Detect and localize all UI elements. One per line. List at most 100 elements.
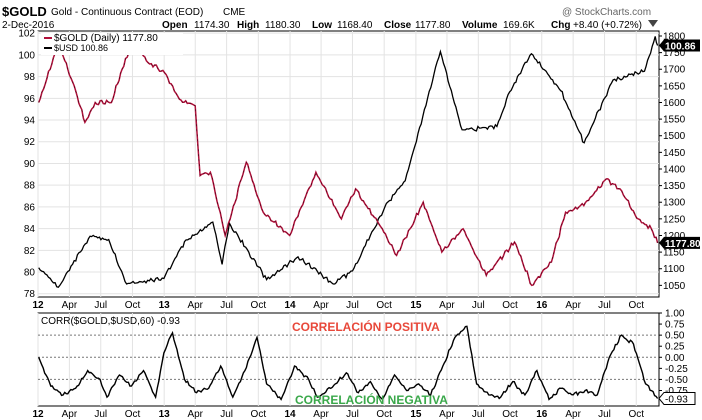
correlation-axis-tick-label: 0.50 — [665, 331, 685, 342]
correlation-axis: 1.000.750.500.250.00-0.25-0.50-0.75 — [659, 309, 688, 397]
high-value: 1180.30 — [265, 20, 301, 31]
correlation-series — [38, 325, 659, 401]
time-axis-tick-label: Jul — [598, 300, 611, 311]
time-axis-tick-label: 15 — [410, 300, 422, 311]
legend-background — [41, 33, 183, 55]
time-axis-tick-label: Apr — [62, 300, 78, 311]
usd-axis-tick-label: 88 — [24, 181, 36, 192]
correlation-last-value-marker — [658, 391, 696, 405]
usd-axis-tick-label: 94 — [24, 116, 36, 127]
time-axis-tick-label: Oct — [125, 409, 141, 420]
usd-axis-tick-label: 98 — [24, 72, 36, 83]
time-axis-tick-label: Oct — [376, 300, 392, 311]
stockcharts-watermark: @ StockCharts.com — [562, 7, 651, 18]
time-axis-tick-label: Jul — [220, 409, 233, 420]
usd-axis: 78 80 82 84 86 88 90 92 94 96 98 100 102 — [18, 29, 35, 301]
correlation-legend: CORR($GOLD,$USD,60) -0.93 — [41, 316, 180, 327]
gold-axis-tick-label: 1300 — [663, 198, 686, 209]
correlation-series-line — [38, 325, 659, 401]
correlation-last-value: -0.93 — [665, 394, 688, 405]
time-axis-tick-label: Apr — [62, 409, 78, 420]
time-axis-tick-label: Apr — [565, 300, 581, 311]
volume-value: 169.6K — [503, 20, 535, 31]
time-axis-tick-label: Oct — [628, 300, 644, 311]
price-time-axis: 12 Apr Jul Oct 13 Apr Jul Oct 14 Apr Jul Oct 15 Apr Ju… — [32, 300, 644, 311]
gold-last-value: 1177.80 — [665, 239, 701, 250]
time-axis-tick-label: 14 — [284, 409, 296, 420]
time-axis-tick-label: Oct — [125, 300, 141, 311]
time-axis-tick-label: Oct — [628, 409, 644, 420]
quote-date: 2-Dec-2016 — [2, 20, 55, 31]
time-axis-tick-label: Jul — [346, 409, 359, 420]
gold-axis-tick-label: 1150 — [663, 248, 685, 259]
time-axis-tick-label: 13 — [159, 409, 171, 420]
positive-correlation-annotation: CORRELACIÓN POSITIVA — [292, 319, 440, 334]
close-label: Close — [384, 20, 412, 31]
correlation-time-axis: 12 Apr Jul Oct 13 Apr Jul Oct 14 Apr Jul Oct 15 Apr Ju… — [32, 409, 644, 420]
exchange-label: CME — [223, 7, 246, 18]
close-value: 1177.80 — [415, 20, 451, 31]
usd-axis-tick-label: 92 — [24, 137, 36, 148]
usd-axis-tick-label: 78 — [24, 289, 36, 300]
time-axis-tick-label: 13 — [159, 300, 171, 311]
correlation-axis-tick-label: 0.75 — [665, 320, 685, 331]
usd-axis-tick-label: 82 — [24, 246, 36, 257]
correlation-axis-tick-label: 0.25 — [665, 342, 685, 353]
gold-axis: 1050 1100 1150 1200 1250 1300 1350 1400 1450 1500… — [659, 31, 686, 292]
time-axis-tick-label: 16 — [536, 300, 548, 311]
gold-axis-tick-label: 1200 — [663, 231, 686, 242]
gold-axis-tick-label: 1550 — [663, 115, 686, 126]
correlation-annotations: CORRELACIÓN POSITIVA CORRELACIÓN NEGATIVA — [292, 319, 448, 407]
usd-last-value-marker — [659, 39, 700, 52]
gold-axis-tick-label: 1650 — [663, 81, 686, 92]
usd-axis-tick-label: 84 — [24, 224, 36, 235]
negative-correlation-annotation: CORRELACIÓN NEGATIVA — [295, 392, 448, 407]
gold-axis-tick-label: 1750 — [663, 48, 686, 59]
correlation-panel: 1.000.750.500.250.00-0.25-0.50-0.75 12 Ap… — [32, 309, 696, 420]
time-axis-tick-label: 12 — [32, 409, 44, 420]
time-axis-tick-label: Oct — [502, 409, 518, 420]
time-axis-tick-label: Jul — [94, 300, 107, 311]
time-axis-tick-label: Apr — [439, 409, 455, 420]
time-axis-tick-label: Oct — [251, 409, 267, 420]
time-axis-tick-label: Apr — [439, 300, 455, 311]
legend-entry-usd: $USD 100.86 — [54, 43, 108, 53]
open-label: Open — [162, 20, 188, 31]
gold-axis-tick-label: 1100 — [663, 264, 685, 275]
correlation-last-value: -0.93 — [658, 391, 696, 405]
correlation-gridlines — [37, 313, 637, 406]
time-axis-tick-label: Apr — [187, 409, 203, 420]
correlation-axis-tick-label: -0.75 — [665, 386, 688, 397]
legend-entry-gold: $GOLD (Daily) 1177.80 — [54, 33, 158, 44]
time-axis-tick-label: 12 — [32, 300, 44, 311]
correlation-legend-entry: CORR($GOLD,$USD,60) -0.93 — [41, 316, 180, 327]
symbol-title: $GOLD — [2, 4, 47, 19]
volume-label: Volume — [462, 20, 498, 31]
low-value: 1168.40 — [337, 20, 373, 31]
usd-axis-tick-label: 90 — [24, 159, 36, 170]
usd-axis-tick-label: 80 — [24, 268, 36, 279]
gold-axis-tick-label: 1500 — [663, 131, 686, 142]
price-panel-frame — [37, 30, 660, 298]
gold-axis-tick-label: 1400 — [663, 164, 686, 175]
gold-axis-tick-label: 1050 — [663, 281, 686, 292]
time-axis-tick-label: Jul — [220, 300, 233, 311]
gold-axis-tick-label: 1800 — [663, 31, 686, 42]
open-value: 1174.30 — [194, 20, 230, 31]
price-panel: 78 80 82 84 86 88 90 92 94 96 98 100 102 1050 1100 115… — [18, 29, 701, 311]
time-axis-tick-label: Jul — [346, 300, 359, 311]
last-value-labels: 100.86 1177.80 — [659, 39, 701, 250]
time-axis-tick-label: 15 — [410, 409, 422, 420]
gold-axis-tick-label: 1250 — [663, 214, 686, 225]
correlation-panel-frame — [37, 312, 660, 407]
collapse-triangle-icon[interactable] — [648, 20, 658, 27]
correlation-axis-tick-label: 0.00 — [665, 353, 685, 364]
gold-last-value-marker — [659, 236, 700, 249]
low-label: Low — [312, 20, 332, 31]
gold-axis-tick-label: 1600 — [663, 98, 686, 109]
time-axis-tick-label: Jul — [472, 409, 485, 420]
usd-axis-tick-label: 102 — [18, 29, 35, 40]
usd-axis-tick-label: 86 — [24, 202, 36, 213]
